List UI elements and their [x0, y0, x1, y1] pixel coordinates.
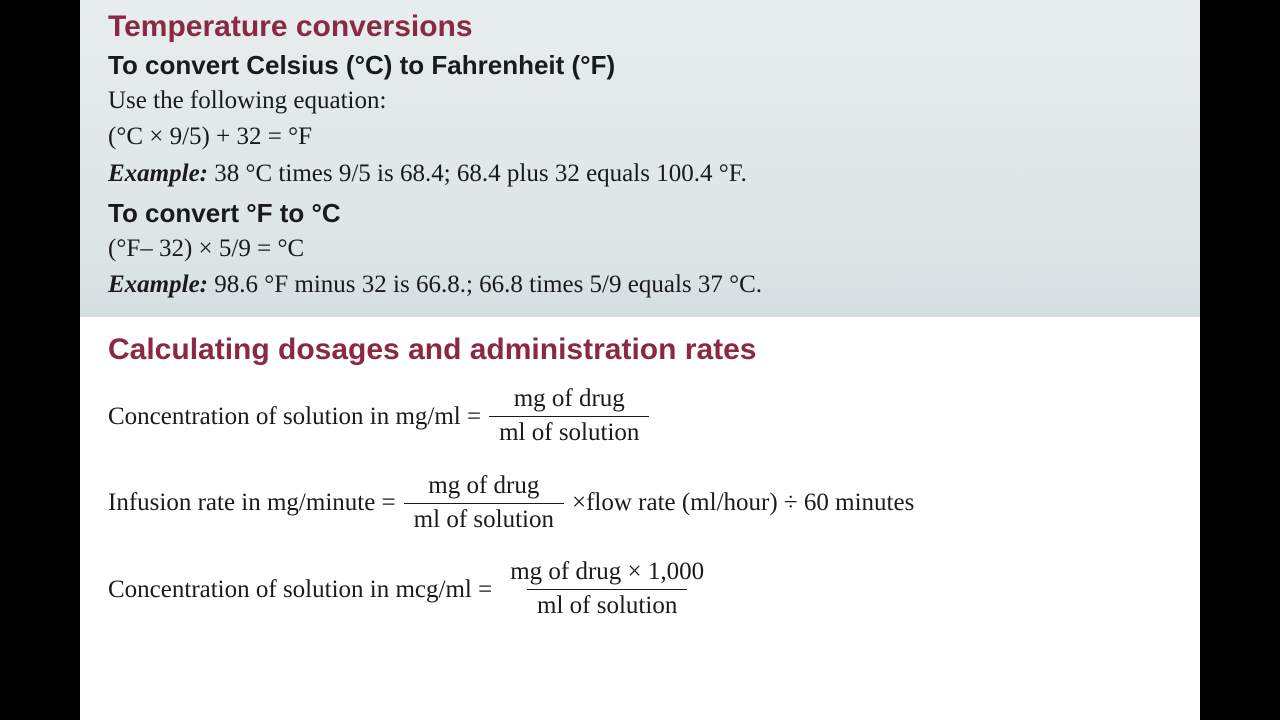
- fraction-denominator: ml of solution: [489, 416, 649, 448]
- example-label: Example:: [108, 271, 208, 298]
- fraction: mg of drug ml of solution: [489, 385, 649, 448]
- fraction: mg of drug ml of solution: [404, 472, 564, 535]
- section-heading: Temperature conversions: [108, 10, 1172, 44]
- formula-concentration-mcgml: Concentration of solution in mcg/ml = mg…: [108, 558, 1172, 621]
- formula-infusion-rate: Infusion rate in mg/minute = mg of drug …: [108, 472, 1172, 535]
- example-c-to-f: Example: 38 °C times 9/5 is 68.4; 68.4 p…: [108, 156, 1172, 192]
- equation-c-to-f: (°C × 9/5) + 32 = °F: [108, 119, 1172, 155]
- example-f-to-c: Example: 98.6 °F minus 32 is 66.8.; 66.8…: [108, 267, 1172, 303]
- fraction-numerator: mg of drug: [418, 472, 549, 503]
- example-label: Example:: [108, 160, 208, 187]
- section-heading: Calculating dosages and administration r…: [108, 333, 1172, 367]
- instruction-text: Use the following equation:: [108, 83, 1172, 119]
- example-text: 38 °C times 9/5 is 68.4; 68.4 plus 32 eq…: [208, 160, 747, 187]
- subheading-f-to-c: To convert °F to °C: [108, 198, 1172, 229]
- formula-concentration-mgml: Concentration of solution in mg/ml = mg …: [108, 385, 1172, 448]
- formula-lhs: Infusion rate in mg/minute =: [108, 489, 396, 517]
- temperature-conversions-section: Temperature conversions To convert Celsi…: [80, 0, 1200, 317]
- formula-lhs: Concentration of solution in mcg/ml =: [108, 576, 492, 604]
- equation-f-to-c: (°F– 32) × 5/9 = °C: [108, 231, 1172, 267]
- fraction-denominator: ml of solution: [527, 589, 687, 621]
- fraction-denominator: ml of solution: [404, 503, 564, 535]
- dosages-section: Calculating dosages and administration r…: [80, 317, 1200, 635]
- fraction-numerator: mg of drug: [504, 385, 635, 416]
- subheading-c-to-f: To convert Celsius (°C) to Fahrenheit (°…: [108, 50, 1172, 81]
- fraction: mg of drug × 1,000 ml of solution: [500, 558, 714, 621]
- example-text: 98.6 °F minus 32 is 66.8.; 66.8 times 5/…: [208, 271, 762, 298]
- formula-rhs: ×flow rate (ml/hour) ÷ 60 minutes: [572, 489, 914, 517]
- fraction-numerator: mg of drug × 1,000: [500, 558, 714, 589]
- document-page: Temperature conversions To convert Celsi…: [80, 0, 1200, 720]
- formula-lhs: Concentration of solution in mg/ml =: [108, 403, 481, 431]
